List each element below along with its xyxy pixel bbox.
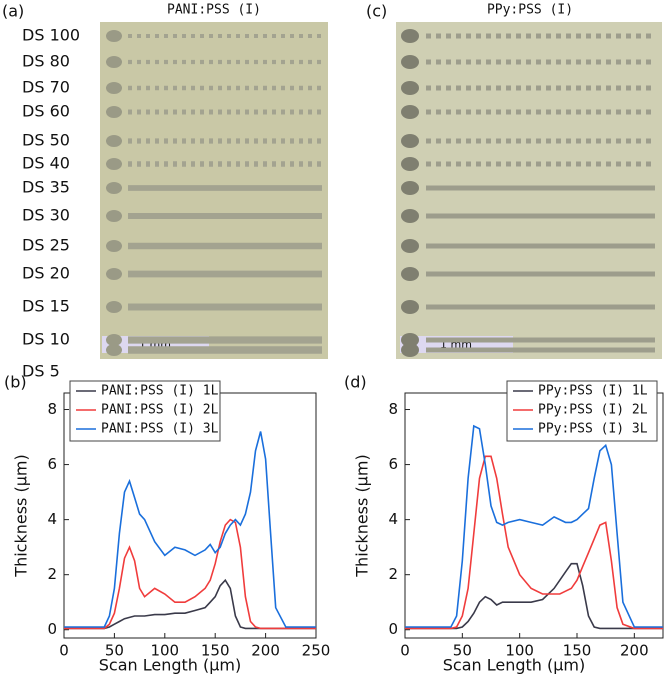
- x-tick-label: 150: [563, 642, 592, 660]
- y-tick-label: 8: [388, 400, 398, 418]
- deposit: [401, 300, 419, 314]
- deposit: [106, 240, 122, 252]
- panel-label: (b): [4, 373, 27, 392]
- deposit: [106, 301, 122, 313]
- deposit: [106, 82, 122, 94]
- x-tick-label: 150: [201, 642, 230, 660]
- y-tick-label: 6: [47, 455, 57, 473]
- y-tick-label: 6: [388, 455, 398, 473]
- series-line: [64, 518, 316, 630]
- row-label: DS 30: [22, 206, 70, 225]
- micrograph-title: PPy:PSS (I): [487, 3, 573, 18]
- deposit: [401, 267, 419, 281]
- x-axis-label: Scan Length (μm): [443, 656, 586, 675]
- y-tick-label: 4: [388, 510, 398, 528]
- deposit: [401, 29, 419, 43]
- series-line: [405, 562, 663, 630]
- legend-label: PANI:PSS (I) 1L: [101, 384, 219, 399]
- deposit: [401, 209, 419, 223]
- row-label: DS 60: [22, 102, 70, 121]
- panel-label: (a): [2, 2, 24, 21]
- deposit: [106, 268, 122, 280]
- legend-label: PPy:PSS (I) 1L: [538, 384, 648, 399]
- x-tick-label: 200: [620, 642, 649, 660]
- deposit: [106, 135, 122, 147]
- y-tick-label: 8: [47, 400, 57, 418]
- deposit: [401, 81, 419, 95]
- deposit: [106, 182, 122, 194]
- x-tick-label: 0: [400, 642, 410, 660]
- series-line: [64, 431, 316, 628]
- series-line: [405, 455, 663, 630]
- row-label: DS 15: [22, 297, 70, 316]
- deposit: [401, 105, 419, 119]
- deposit: [401, 181, 419, 195]
- legend-label: PANI:PSS (I) 2L: [101, 403, 219, 418]
- x-tick-label: 100: [505, 642, 534, 660]
- y-tick-label: 2: [47, 565, 57, 583]
- row-label: DS 10: [22, 330, 70, 349]
- row-label: DS 70: [22, 78, 70, 97]
- micrograph-title: PANI:PSS (I): [167, 3, 261, 18]
- deposit: [401, 55, 419, 69]
- x-tick-label: 50: [453, 642, 472, 660]
- x-axis-label: Scan Length (μm): [99, 656, 242, 675]
- row-label: DS 25: [22, 236, 70, 255]
- deposit: [401, 343, 419, 357]
- row-label: DS 50: [22, 131, 70, 150]
- x-tick-label: 250: [302, 642, 331, 660]
- series-line: [64, 578, 316, 630]
- deposit: [401, 239, 419, 253]
- row-label: DS 100: [22, 26, 80, 45]
- legend-label: PANI:PSS (I) 3L: [101, 422, 219, 437]
- y-tick-label: 0: [47, 620, 57, 638]
- deposit: [401, 157, 419, 171]
- panel-label: (c): [366, 2, 387, 21]
- x-tick-label: 0: [59, 642, 69, 660]
- deposit: [106, 56, 122, 68]
- panel-label: (d): [344, 373, 367, 392]
- row-label: DS 40: [22, 154, 70, 173]
- x-tick-label: 50: [105, 642, 124, 660]
- row-label: DS 5: [22, 362, 60, 381]
- y-tick-label: 2: [388, 565, 398, 583]
- legend-label: PPy:PSS (I) 3L: [538, 422, 648, 437]
- series-line: [405, 424, 663, 628]
- x-tick-label: 200: [251, 642, 280, 660]
- deposit: [106, 334, 122, 346]
- y-tick-label: 4: [47, 510, 57, 528]
- y-axis-label: Thickness (μm): [12, 454, 31, 577]
- deposit: [106, 210, 122, 222]
- row-label: DS 80: [22, 52, 70, 71]
- x-tick-label: 100: [150, 642, 179, 660]
- y-axis-label: Thickness (μm): [353, 454, 372, 577]
- row-label: DS 20: [22, 264, 70, 283]
- deposit: [401, 333, 419, 347]
- deposit: [401, 134, 419, 148]
- y-tick-label: 0: [388, 620, 398, 638]
- row-label: DS 35: [22, 178, 70, 197]
- deposit: [106, 30, 122, 42]
- deposit: [106, 106, 122, 118]
- deposit: [106, 344, 122, 356]
- legend-label: PPy:PSS (I) 2L: [538, 403, 648, 418]
- deposit: [106, 158, 122, 170]
